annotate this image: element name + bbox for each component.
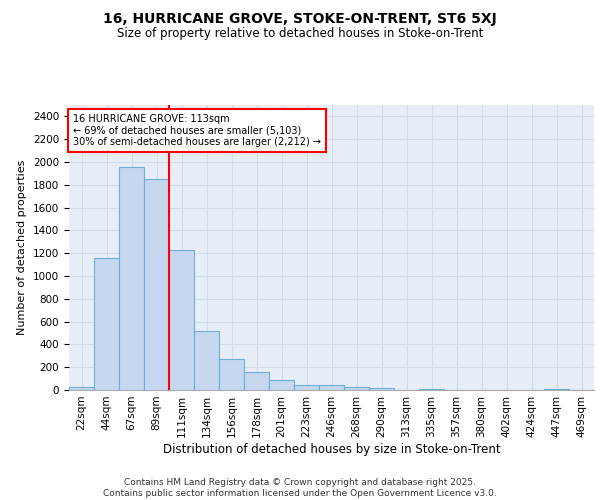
Bar xyxy=(69,387,94,390)
Bar xyxy=(219,358,244,390)
Bar xyxy=(144,179,169,390)
Bar xyxy=(369,388,394,390)
Bar xyxy=(119,166,144,390)
Bar xyxy=(244,372,269,390)
Bar xyxy=(544,389,569,390)
Bar xyxy=(269,380,294,390)
Bar xyxy=(194,332,219,390)
Bar xyxy=(319,386,344,390)
X-axis label: Distribution of detached houses by size in Stoke-on-Trent: Distribution of detached houses by size … xyxy=(163,442,500,456)
Bar xyxy=(344,388,369,390)
Text: Contains HM Land Registry data © Crown copyright and database right 2025.
Contai: Contains HM Land Registry data © Crown c… xyxy=(103,478,497,498)
Text: 16, HURRICANE GROVE, STOKE-ON-TRENT, ST6 5XJ: 16, HURRICANE GROVE, STOKE-ON-TRENT, ST6… xyxy=(103,12,497,26)
Bar xyxy=(169,250,194,390)
Y-axis label: Number of detached properties: Number of detached properties xyxy=(17,160,28,335)
Text: 16 HURRICANE GROVE: 113sqm
← 69% of detached houses are smaller (5,103)
30% of s: 16 HURRICANE GROVE: 113sqm ← 69% of deta… xyxy=(73,114,321,148)
Bar xyxy=(294,384,319,390)
Bar xyxy=(94,258,119,390)
Text: Size of property relative to detached houses in Stoke-on-Trent: Size of property relative to detached ho… xyxy=(117,28,483,40)
